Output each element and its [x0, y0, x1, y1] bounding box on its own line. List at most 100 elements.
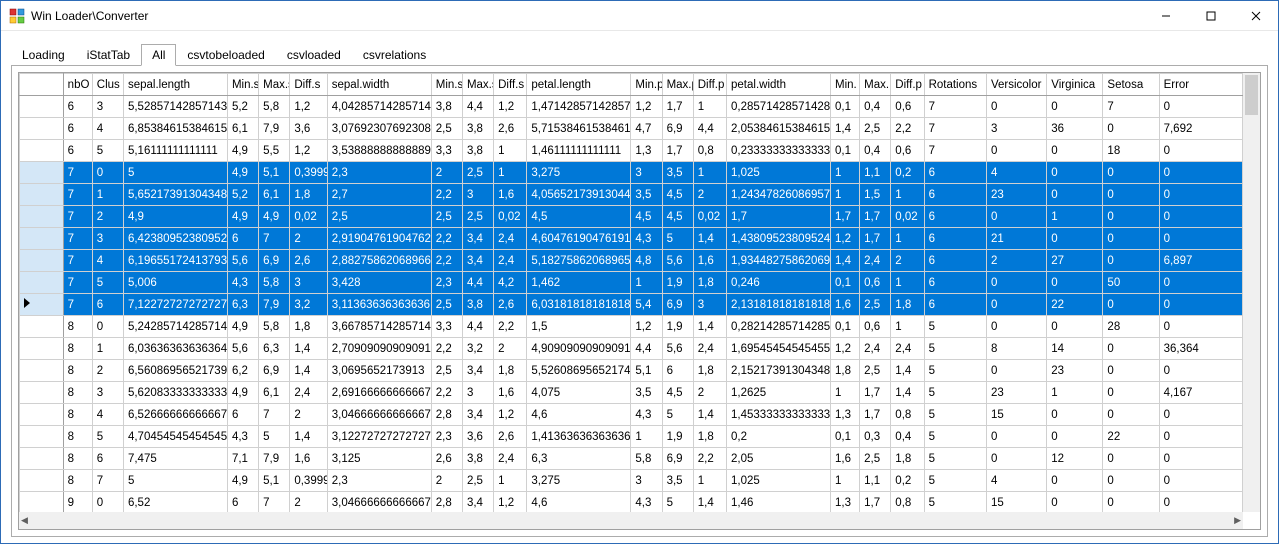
cell[interactable]: 2,5 [431, 360, 462, 382]
cell[interactable]: 3 [92, 228, 123, 250]
cell[interactable]: 8 [63, 404, 92, 426]
cell[interactable]: 1 [92, 184, 123, 206]
cell[interactable]: 3,04666666666667 [327, 404, 431, 426]
cell[interactable]: 3,4 [462, 360, 493, 382]
cell[interactable]: 6,1 [259, 184, 290, 206]
cell[interactable]: 1,7 [727, 206, 831, 228]
cell[interactable]: 0 [1103, 162, 1159, 184]
cell[interactable]: 5,1 [259, 470, 290, 492]
scroll-right-icon[interactable]: ▶ [1234, 515, 1241, 526]
cell[interactable]: 18 [1103, 140, 1159, 162]
row-header[interactable] [20, 338, 64, 360]
cell[interactable]: 0,6 [860, 272, 891, 294]
row-header[interactable] [20, 404, 64, 426]
cell[interactable]: 5,1 [631, 360, 662, 382]
cell[interactable]: 5,4 [631, 294, 662, 316]
cell[interactable]: 4,5 [662, 184, 693, 206]
cell[interactable]: 3 [631, 162, 662, 184]
cell[interactable]: 4,3 [631, 404, 662, 426]
cell[interactable]: 2,6 [494, 426, 527, 448]
cell[interactable]: 7 [259, 228, 290, 250]
cell[interactable]: 6,9 [662, 118, 693, 140]
cell[interactable]: 1,4 [290, 426, 327, 448]
table-row[interactable]: 767,122727272727276,37,93,23,11363636363… [20, 294, 1243, 316]
cell[interactable]: 4,5 [662, 206, 693, 228]
cell[interactable]: 36 [1047, 118, 1103, 140]
column-header[interactable]: sepal.length [123, 74, 227, 96]
cell[interactable]: 1,8 [290, 184, 327, 206]
cell[interactable]: 4,3 [631, 492, 662, 513]
cell[interactable]: 1,462 [527, 272, 631, 294]
cell[interactable]: 5 [924, 382, 986, 404]
cell[interactable]: 7 [63, 272, 92, 294]
cell[interactable]: 1,8 [290, 316, 327, 338]
cell[interactable]: 7 [924, 140, 986, 162]
cell[interactable]: 1 [631, 272, 662, 294]
cell[interactable]: 2,6 [431, 448, 462, 470]
cell[interactable]: 3,53888888888889 [327, 140, 431, 162]
cell[interactable]: 0,3999 [290, 162, 327, 184]
cell[interactable]: 2,5 [860, 448, 891, 470]
column-header[interactable]: Max.p [662, 74, 693, 96]
cell[interactable]: 4,60476190476191 [527, 228, 631, 250]
cell[interactable]: 5 [924, 470, 986, 492]
cell[interactable]: 2,5 [431, 294, 462, 316]
cell[interactable]: 23 [986, 382, 1046, 404]
cell[interactable]: 4,4 [693, 118, 726, 140]
cell[interactable]: 0,02 [290, 206, 327, 228]
cell[interactable]: 0,3 [860, 426, 891, 448]
cell[interactable]: 1,4 [290, 338, 327, 360]
cell[interactable]: 0,8 [891, 492, 924, 513]
cell[interactable]: 7 [63, 184, 92, 206]
cell[interactable]: 0 [1047, 470, 1103, 492]
cell[interactable]: 2,4 [860, 250, 891, 272]
cell[interactable]: 2,2 [431, 184, 462, 206]
row-header[interactable] [20, 470, 64, 492]
cell[interactable]: 5 [123, 162, 227, 184]
cell[interactable]: 0 [1159, 316, 1242, 338]
cell[interactable]: 5 [123, 470, 227, 492]
column-header[interactable]: Versicolor [986, 74, 1046, 96]
cell[interactable]: 0 [1103, 184, 1159, 206]
cell[interactable]: 6,03181818181818 [527, 294, 631, 316]
cell[interactable]: 1,9 [662, 272, 693, 294]
table-row[interactable]: 736,423809523809526722,919047619047622,2… [20, 228, 1243, 250]
vertical-scrollbar-thumb[interactable] [1245, 75, 1258, 115]
cell[interactable]: 0 [1159, 426, 1242, 448]
cell[interactable]: 0 [1159, 492, 1242, 513]
cell[interactable]: 5 [92, 140, 123, 162]
cell[interactable]: 0 [1047, 184, 1103, 206]
cell[interactable]: 5,2 [227, 96, 258, 118]
cell[interactable]: 0 [1159, 404, 1242, 426]
cell[interactable]: 28 [1103, 316, 1159, 338]
cell[interactable]: 50 [1103, 272, 1159, 294]
cell[interactable]: 6,42380952380952 [123, 228, 227, 250]
cell[interactable]: 3,6 [462, 426, 493, 448]
cell[interactable]: 6 [924, 250, 986, 272]
cell[interactable]: 3,04666666666667 [327, 492, 431, 513]
cell[interactable]: 6,85384615384615 [123, 118, 227, 140]
cell[interactable]: 0,2 [891, 162, 924, 184]
cell[interactable]: 1,4 [693, 404, 726, 426]
tab-csvrelations[interactable]: csvrelations [352, 44, 437, 66]
cell[interactable]: 0 [1047, 96, 1103, 118]
cell[interactable]: 0,282142857142857 [727, 316, 831, 338]
cell[interactable]: 2,91904761904762 [327, 228, 431, 250]
cell[interactable]: 2,2 [431, 338, 462, 360]
cell[interactable]: 3 [986, 118, 1046, 140]
cell[interactable]: 3,5 [631, 382, 662, 404]
cell[interactable]: 0 [1103, 294, 1159, 316]
cell[interactable]: 0,246 [727, 272, 831, 294]
cell[interactable]: 1,6 [831, 294, 860, 316]
cell[interactable]: 1,4 [290, 360, 327, 382]
cell[interactable]: 4,7 [631, 118, 662, 140]
cell[interactable]: 0,6 [891, 140, 924, 162]
cell[interactable]: 1 [92, 338, 123, 360]
cell[interactable]: 5,8 [631, 448, 662, 470]
cell[interactable]: 4,4 [462, 96, 493, 118]
cell[interactable]: 6 [63, 118, 92, 140]
cell[interactable]: 7 [92, 470, 123, 492]
row-header[interactable] [20, 382, 64, 404]
cell[interactable]: 0 [986, 294, 1046, 316]
cell[interactable]: 1 [831, 382, 860, 404]
